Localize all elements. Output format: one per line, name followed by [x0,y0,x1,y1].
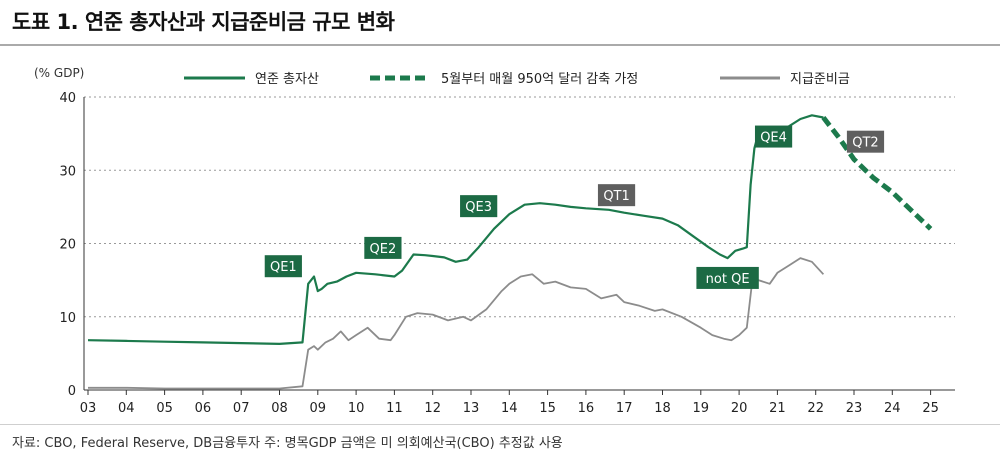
x-tick-label: 14 [501,401,518,416]
annotation-box [364,236,402,259]
x-tick-labels: 03 04 05 06 07 08 09 10 11 12 13 14 15 16 17 18 19 20 21 22… [80,390,939,416]
annotation-label: QE3 [465,200,492,215]
x-tick-label: 22 [807,401,824,416]
series-line-projection [821,115,933,231]
annotation-box [264,255,302,278]
x-tick-label: 19 [693,401,710,416]
annotation-box [696,266,759,289]
x-tick-label: 13 [463,401,480,416]
x-tick-label: 23 [846,401,863,416]
annotation-label: QE1 [270,260,297,275]
annotation-qt1: QT1 [597,184,636,207]
title-divider [0,44,1000,46]
footer-divider [0,424,1000,425]
y-tick-label: 0 [68,384,76,399]
annotation-label: QE2 [370,242,397,257]
annotation-qt2: QT2 [846,130,885,153]
legend-label-reserves: 지급준비금 [790,72,850,87]
annotation-not-qe: not QE [696,266,759,289]
x-tick-label: 05 [156,401,173,416]
x-tick-label: 11 [386,401,403,416]
x-tick-label: 12 [424,401,441,416]
x-tick-label: 16 [578,401,595,416]
x-tick-label: 20 [731,401,748,416]
legend-label-projection: 5월부터 매월 950억 달러 감축 가정 [441,72,638,87]
chart-title: 도표 1. 연준 총자산과 지급준비금 규모 변화 [12,10,395,34]
x-tick-label: 21 [769,401,786,416]
y-tick-labels: 0 10 20 30 40 [59,91,76,399]
x-tick-label: 15 [539,401,556,416]
y-tick-label: 40 [59,91,76,106]
y-tick-label: 20 [59,238,76,253]
series-lines [87,114,933,390]
series-line-assets [87,114,824,345]
x-tick-label: 09 [310,401,327,416]
y-axis-label: (% GDP) [34,66,84,80]
x-tick-label: 04 [118,401,135,416]
source-note: 자료: CBO, Federal Reserve, DB금융투자 주: 명목GD… [12,436,563,451]
annotation-box [754,125,793,148]
annotation-qe3: QE3 [460,195,498,218]
annotation-label: QE4 [760,131,787,146]
x-tick-label: 10 [348,401,365,416]
x-tick-label: 07 [233,401,250,416]
x-tick-label: 17 [616,401,633,416]
x-tick-label: 03 [80,401,97,416]
y-tick-label: 10 [59,311,76,326]
x-tick-label: 25 [922,401,939,416]
annotation-box [597,184,636,207]
annotation-box [460,195,498,218]
legend: 연준 총자산 5월부터 매월 950억 달러 감축 가정 지급준비금 [184,72,850,87]
annotation-qe1: QE1 [264,255,302,278]
annotation-qe4: QE4 [754,125,793,148]
y-tick-label: 30 [59,164,76,179]
x-tick-label: 24 [884,401,901,416]
chart: (% GDP) 연준 총자산 5월부터 매월 950억 달러 감축 가정 지급준… [34,66,955,416]
annotation-label: QT1 [603,189,629,204]
annotation-label: QT2 [852,136,878,151]
annotation-qe2: QE2 [364,236,402,259]
legend-label-assets: 연준 총자산 [255,72,319,87]
x-tick-label: 08 [271,401,288,416]
x-tick-label: 06 [195,401,212,416]
annotation-label: not QE [706,272,750,287]
annotations: QE1 QE2 QE3 QT1 not QE QE4 QT2 [264,125,885,289]
annotation-box [846,130,885,153]
x-tick-label: 18 [654,401,671,416]
gridlines [84,96,955,318]
series-line-reserves [88,257,825,390]
